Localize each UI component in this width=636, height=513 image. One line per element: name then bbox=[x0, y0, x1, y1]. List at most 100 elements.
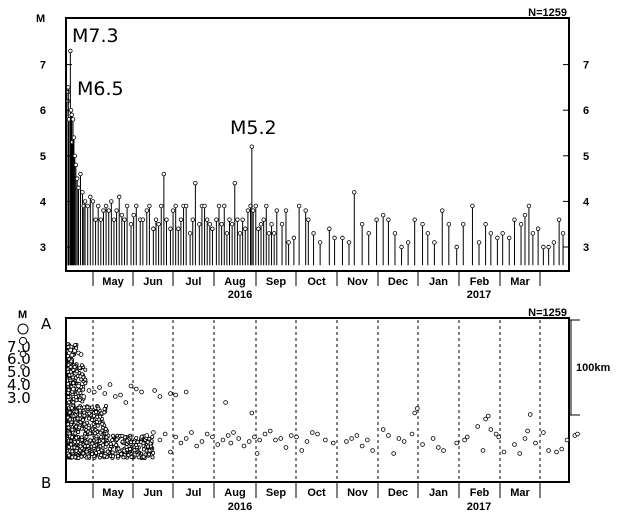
top-point-69 bbox=[229, 221, 235, 227]
top-point-25 bbox=[103, 203, 109, 209]
bottom-dense-point-727 bbox=[139, 434, 144, 439]
bottom-dense-point-752 bbox=[136, 455, 141, 460]
size-legend-circle-4 bbox=[20, 377, 26, 383]
bottom-point-65 bbox=[349, 436, 354, 441]
bottom-dense-point-528 bbox=[119, 452, 124, 457]
bottom-point-83 bbox=[462, 437, 467, 443]
bottom-dense-point-800 bbox=[120, 439, 125, 444]
top-year-label-2016: 2016 bbox=[228, 289, 252, 301]
top-point-18 bbox=[85, 203, 90, 209]
bottom-month-label-6: Nov bbox=[347, 487, 369, 499]
top-point-86 bbox=[271, 231, 277, 236]
bottom-month-label-10: Mar bbox=[510, 487, 530, 499]
bottom-dense-point-737 bbox=[81, 451, 86, 456]
top-month-separators bbox=[92, 271, 541, 286]
bottom-dense-point-847 bbox=[101, 438, 106, 443]
bottom-dense-point-419 bbox=[69, 406, 74, 411]
bottom-dense-point-422 bbox=[66, 422, 71, 427]
bottom-dense-point-763 bbox=[88, 438, 93, 443]
top-point-32 bbox=[122, 217, 127, 222]
bottom-point-48 bbox=[252, 434, 257, 440]
top-point-88 bbox=[279, 221, 285, 227]
bottom-point-94 bbox=[517, 451, 523, 456]
top-point-123 bbox=[500, 231, 505, 236]
top-y-axis-title: M bbox=[36, 13, 45, 25]
top-point-82 bbox=[261, 217, 266, 222]
bottom-y-axis-title: M bbox=[18, 309, 27, 321]
bottom-dense-point-423 bbox=[88, 431, 93, 436]
size-legend-circle-2 bbox=[19, 350, 27, 358]
bottom-point-18 bbox=[133, 386, 139, 392]
top-point-14 bbox=[78, 171, 83, 177]
bottom-point-81 bbox=[441, 448, 446, 453]
bottom-point-27 bbox=[157, 437, 163, 443]
bottom-dense-point-697 bbox=[145, 444, 150, 449]
bottom-dense-point-801 bbox=[84, 440, 89, 445]
annotation-m6-5: M6.5 bbox=[77, 78, 124, 100]
bottom-month-label-2: Jul bbox=[186, 487, 202, 499]
top-ytick-label-left-1: 4 bbox=[40, 196, 47, 208]
bottom-point-5 bbox=[78, 352, 84, 357]
bottom-point-9 bbox=[86, 388, 92, 393]
top-point-125 bbox=[512, 217, 517, 222]
bottom-dense-point-811 bbox=[129, 455, 134, 460]
bottom-dense-point-184 bbox=[66, 395, 71, 400]
top-point-12 bbox=[74, 176, 80, 181]
top-month-label-2: Jul bbox=[186, 276, 202, 288]
bottom-point-61 bbox=[315, 431, 320, 437]
bottom-point-40 bbox=[223, 400, 228, 405]
bottom-dense-point-379 bbox=[100, 422, 105, 427]
bottom-point-33 bbox=[189, 430, 194, 435]
bottom-dense-point-818 bbox=[99, 453, 104, 458]
bottom-dense-point-724 bbox=[99, 448, 104, 453]
top-point-20 bbox=[90, 199, 96, 204]
bottom-point-28 bbox=[162, 431, 168, 437]
top-point-57 bbox=[197, 221, 202, 227]
top-point-29 bbox=[114, 208, 119, 213]
top-point-13 bbox=[76, 185, 81, 190]
bottom-point-89 bbox=[488, 427, 494, 432]
bottom-dense-point-809 bbox=[72, 445, 77, 450]
label-b: B bbox=[41, 474, 51, 492]
bottom-dense-point-832 bbox=[90, 451, 95, 456]
bottom-month-label-9: Feb bbox=[470, 487, 490, 499]
top-month-label-4: Sep bbox=[266, 276, 286, 288]
bottom-point-88 bbox=[485, 413, 491, 419]
top-point-56 bbox=[193, 180, 198, 186]
bottom-point-15 bbox=[118, 392, 123, 398]
bottom-point-13 bbox=[107, 382, 113, 387]
bottom-dense-point-354 bbox=[103, 426, 108, 431]
top-point-79 bbox=[253, 203, 258, 209]
top-point-90 bbox=[286, 240, 291, 245]
bottom-year-label-2017: 2017 bbox=[467, 501, 491, 513]
bottom-dense-point-855 bbox=[66, 444, 71, 449]
top-point-133 bbox=[551, 240, 557, 245]
bottom-dense-point-420 bbox=[66, 425, 71, 430]
bottom-point-49 bbox=[254, 451, 260, 456]
top-point-21 bbox=[93, 217, 98, 222]
bottom-dense-point-347 bbox=[94, 419, 99, 424]
bottom-point-58 bbox=[299, 448, 305, 453]
bottom-point-52 bbox=[267, 428, 273, 434]
size-legend: 7.06.05.04.03.0 bbox=[7, 323, 31, 407]
top-ytick-label-right-2: 5 bbox=[583, 151, 589, 163]
top-point-48 bbox=[170, 208, 176, 213]
bottom-point-68 bbox=[365, 437, 370, 443]
bottom-dense-point-780 bbox=[79, 454, 84, 459]
bottom-dense-point-201 bbox=[77, 397, 82, 402]
bottom-dense-point-854 bbox=[70, 435, 75, 440]
bottom-month-label-0: May bbox=[102, 487, 124, 499]
bottom-month-label-1: Jun bbox=[143, 487, 163, 499]
bottom-point-35 bbox=[199, 439, 205, 444]
bottom-point-23 bbox=[173, 392, 178, 398]
top-month-label-8: Jan bbox=[429, 276, 448, 288]
bottom-point-79 bbox=[430, 436, 436, 441]
bottom-dense-point-824 bbox=[78, 444, 83, 449]
top-point-132 bbox=[546, 244, 551, 250]
top-point-75 bbox=[245, 208, 251, 213]
bottom-dense-point-849 bbox=[125, 438, 130, 443]
bottom-point-75 bbox=[409, 431, 415, 437]
top-point-84 bbox=[266, 231, 272, 236]
bottom-month-separators bbox=[92, 320, 541, 498]
bottom-point-97 bbox=[527, 412, 533, 417]
